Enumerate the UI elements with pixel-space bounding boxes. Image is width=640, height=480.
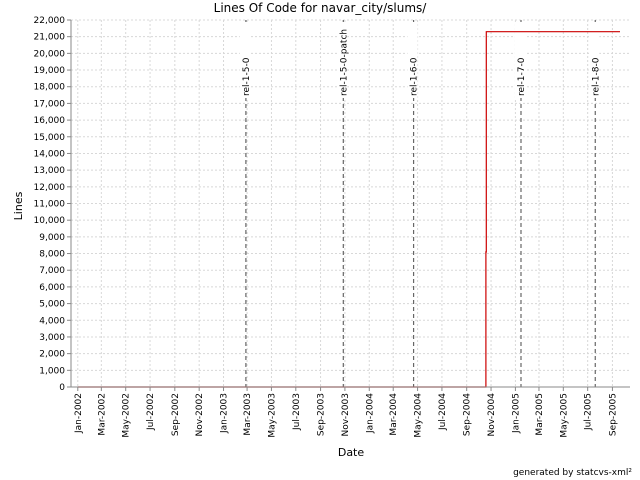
y-tick-label: 22,000 [34,16,66,26]
y-tick-label: 0 [59,383,65,393]
y-tick-label: 3,000 [39,333,65,343]
y-tick-label: 6,000 [39,283,65,293]
x-tick-label: Sep-2002 [171,393,181,436]
release-marker-label: rel-1-7-0 [517,57,527,96]
x-tick-label: Nov-2003 [341,393,351,436]
y-tick-label: 1,000 [39,366,65,376]
release-marker-label-bg [337,22,348,98]
release-marker-label: rel-1-5-0 [242,57,252,96]
x-tick-label: May-2003 [267,393,277,438]
y-tick-label: 21,000 [34,33,66,43]
x-tick-label: Nov-2002 [195,393,205,436]
x-tick-label: Mar-2005 [535,393,545,436]
x-tick-label: May-2005 [559,393,569,438]
y-tick-label: 4,000 [39,316,65,326]
y-tick-label: 18,000 [34,83,66,93]
y-tick-label: 13,000 [34,166,66,176]
x-tick-label: Sep-2003 [317,393,327,436]
y-tick-label: 10,000 [34,216,66,226]
x-tick-label: Jul-2005 [584,393,594,431]
chart-title: Lines Of Code for navar_city/slums/ [214,1,428,15]
release-marker-label-bg [407,22,418,98]
y-tick-label: 20,000 [34,49,66,59]
release-marker-label-bg [589,22,600,98]
y-tick-label: 11,000 [34,200,66,210]
y-axis-title: Lines [12,191,25,220]
release-marker-label-bg [239,22,250,98]
plot-background [71,20,630,387]
y-tick-label: 15,000 [34,133,66,143]
y-tick-label: 9,000 [39,233,65,243]
x-tick-label: Mar-2003 [243,393,253,436]
x-tick-label: Jul-2002 [146,393,156,431]
x-tick-label: Sep-2004 [463,393,473,436]
x-tick-label: Mar-2002 [97,393,107,436]
x-tick-label: May-2004 [414,393,424,438]
grid [71,19,630,388]
release-marker-label: rel-1-5-0-patch [339,29,349,96]
release-marker-label-bg [514,22,525,98]
x-tick-label: Jul-2004 [438,393,448,431]
x-tick-label: Jan-2004 [365,393,375,434]
y-tick-label: 19,000 [34,66,66,76]
y-tick-label: 8,000 [39,250,65,260]
axes: 0 1,000 2,000 3,000 4,000 5,000 6,000 7,000 8,00… [34,16,630,438]
x-tick-label: Mar-2004 [389,393,399,436]
x-tick-label: Nov-2004 [487,393,497,437]
release-marker-label: rel-1-6-0 [410,57,420,96]
x-tick-label: Jan-2002 [74,393,84,434]
y-tick-label: 16,000 [34,116,66,126]
x-tick-label: Jul-2003 [292,393,302,431]
release-markers: rel-1-5-0 rel-1-5-0-patch rel-1-6-0 rel-1-7… [239,20,601,387]
x-tick-label: Jan-2003 [220,393,230,434]
generator-credit: generated by statcvs-xml² [513,468,632,478]
y-tick-label: 7,000 [39,266,65,276]
y-tick-label: 5,000 [39,300,65,310]
release-marker-label: rel-1-8-0 [591,57,601,96]
y-tick-label: 12,000 [34,183,66,193]
x-tick-label: Sep-2005 [608,393,618,436]
y-tick-label: 14,000 [34,149,66,159]
x-tick-label: Jan-2005 [511,393,521,434]
x-tick-label: May-2002 [122,393,132,438]
x-axis-title: Date [338,446,365,459]
y-tick-label: 17,000 [34,99,66,109]
y-tick-label: 2,000 [39,350,65,360]
